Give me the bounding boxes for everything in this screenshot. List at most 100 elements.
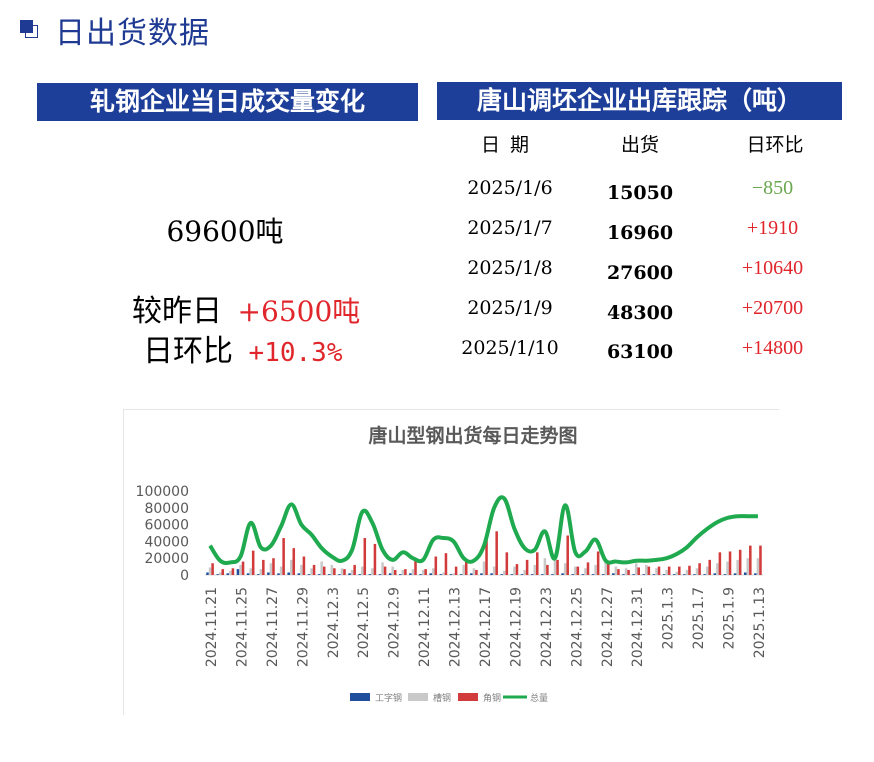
- bar: [738, 549, 742, 575]
- bar: [404, 569, 407, 575]
- legend-swatch: [408, 693, 428, 701]
- bar: [333, 568, 336, 575]
- bar: [470, 573, 473, 575]
- table-cell-shipment: 48300: [606, 302, 674, 324]
- bar: [442, 572, 445, 575]
- daily-volume: 69600吨: [166, 215, 284, 248]
- bar: [685, 569, 689, 575]
- bar: [434, 556, 438, 575]
- bar: [667, 566, 671, 575]
- y-tick-label: 20000: [144, 551, 189, 567]
- table-cell-ratio: +20700: [741, 297, 804, 319]
- bar: [297, 573, 301, 575]
- bar: [591, 574, 595, 575]
- bar: [718, 552, 722, 575]
- bar: [475, 569, 478, 575]
- bar: [624, 568, 628, 575]
- bar: [409, 573, 412, 575]
- bar: [421, 569, 425, 575]
- bar: [556, 559, 559, 575]
- bar: [492, 566, 496, 575]
- bar: [472, 568, 476, 575]
- bar: [391, 566, 394, 575]
- table-cell-ratio: +14800: [741, 337, 804, 359]
- bar: [383, 566, 387, 575]
- bar: [353, 564, 356, 575]
- x-tick-label: 2024.11.25: [234, 587, 250, 667]
- bar: [617, 569, 620, 575]
- bar: [246, 573, 250, 575]
- chart-legend: 工字钢 槽钢 角钢 总量: [350, 692, 548, 704]
- bar: [614, 566, 618, 575]
- bar: [444, 553, 448, 575]
- bar: [262, 559, 265, 575]
- bar: [607, 564, 610, 575]
- bar: [586, 562, 590, 575]
- bar: [429, 573, 433, 575]
- bar: [373, 543, 377, 575]
- bar: [485, 537, 488, 575]
- bar: [657, 566, 661, 575]
- bar: [459, 574, 463, 575]
- bar: [541, 574, 544, 575]
- bar: [464, 561, 468, 575]
- bar: [533, 564, 536, 575]
- bar: [551, 574, 554, 575]
- chart-title: 唐山型钢出货每日走势图: [368, 424, 577, 447]
- bar: [277, 573, 280, 575]
- y-tick-label: 40000: [144, 534, 189, 550]
- ratio-value: +10.3%: [248, 338, 343, 368]
- bar: [695, 568, 699, 575]
- bar: [665, 569, 668, 575]
- bar: [393, 569, 397, 575]
- bar: [515, 564, 519, 575]
- bar: [754, 573, 757, 575]
- bar: [221, 569, 225, 575]
- x-tick-label: 2024.12.9: [387, 587, 403, 658]
- x-tick-label: 2024.12.25: [569, 587, 585, 667]
- bar: [269, 563, 273, 575]
- bar: [525, 559, 529, 575]
- x-tick-label: 2025.1.7: [691, 587, 707, 649]
- bar: [726, 561, 729, 575]
- bar: [705, 566, 709, 575]
- bar: [216, 574, 219, 575]
- bar: [698, 563, 701, 575]
- bar: [289, 559, 293, 575]
- mill-volume-banner: 轧钢企业当日成交量变化: [37, 83, 418, 121]
- x-tick-label: 2024.11.21: [204, 587, 220, 667]
- bar: [360, 566, 364, 575]
- legend-label: 工字钢: [375, 692, 402, 704]
- square-bullet-icon: [20, 20, 38, 38]
- compare-yesterday: 较昨日 +6500吨: [132, 286, 360, 330]
- bar: [543, 558, 547, 575]
- bar: [241, 561, 245, 575]
- bar: [368, 574, 372, 575]
- bar: [350, 569, 354, 575]
- bar: [675, 571, 679, 575]
- bar: [723, 574, 727, 575]
- bar: [251, 550, 255, 575]
- x-tick-label: 2024.12.3: [326, 587, 342, 658]
- bar: [419, 574, 422, 575]
- table-cell-date: 2025/1/9: [467, 297, 553, 319]
- y-tick-label: 100000: [136, 484, 189, 500]
- bar: [328, 574, 331, 575]
- bar: [282, 538, 285, 575]
- bar: [678, 566, 681, 575]
- table-cell-shipment: 16960: [606, 222, 674, 244]
- x-tick-label: 2024.11.27: [265, 587, 281, 667]
- x-axis: 2024.11.21 2024.11.25 2024.11.27 2024.11.29…: [204, 587, 768, 667]
- bar: [388, 573, 392, 575]
- shipment-trend-chart: 唐山型钢出货每日走势图 100000800006000040000200000 …: [136, 424, 768, 704]
- bar: [736, 559, 739, 575]
- bar: [574, 566, 577, 575]
- bar: [343, 569, 346, 575]
- bar: [655, 568, 658, 575]
- bar: [647, 566, 651, 575]
- x-tick-label: 2025.1.3: [661, 587, 677, 649]
- table-cell-date: 2025/1/6: [467, 177, 553, 199]
- bar: [401, 569, 405, 575]
- bar: [302, 556, 306, 575]
- bar: [432, 568, 435, 575]
